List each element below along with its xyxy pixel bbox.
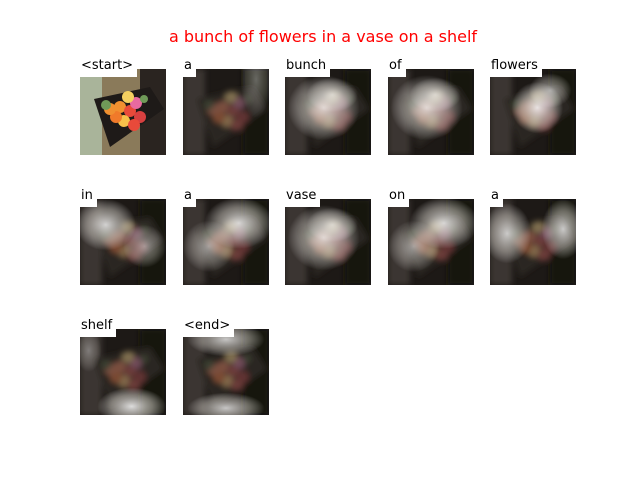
attention-cell-in: in [80,187,166,285]
attention-cell-a-2: a [183,187,269,285]
token-label: a [490,187,503,207]
token-label: <end> [183,317,235,337]
token-label: a [183,57,196,77]
token-label: <start> [80,57,138,77]
attention-map-thumbnail [490,69,576,155]
attention-map-thumbnail [388,199,474,285]
caption-title: a bunch of flowers in a vase on a shelf [168,27,478,46]
attention-cell-start: <start> [80,57,166,155]
attention-cell-a-3: a [490,187,576,285]
attention-map-thumbnail [183,329,269,415]
attention-map-thumbnail [490,199,576,285]
attention-map-thumbnail [183,199,269,285]
original-image-thumbnail [80,69,166,155]
token-label: of [388,57,406,77]
attention-cell-a-1: a [183,57,269,155]
token-label: bunch [285,57,331,77]
attention-map-thumbnail [388,69,474,155]
token-label: shelf [80,317,117,337]
attention-cell-flowers: flowers [490,57,576,155]
token-label: flowers [490,57,542,77]
attention-cell-end: <end> [183,317,269,415]
attention-cell-on: on [388,187,474,285]
attention-cell-shelf: shelf [80,317,166,415]
token-label: vase [285,187,321,207]
attention-map-thumbnail [285,199,371,285]
attention-cell-of: of [388,57,474,155]
token-label: in [80,187,97,207]
attention-map-thumbnail [183,69,269,155]
token-label: on [388,187,410,207]
attention-map-thumbnail [285,69,371,155]
attention-map-thumbnail [80,199,166,285]
attention-cell-vase: vase [285,187,371,285]
attention-map-thumbnail [80,329,166,415]
attention-cell-bunch: bunch [285,57,371,155]
token-label: a [183,187,196,207]
